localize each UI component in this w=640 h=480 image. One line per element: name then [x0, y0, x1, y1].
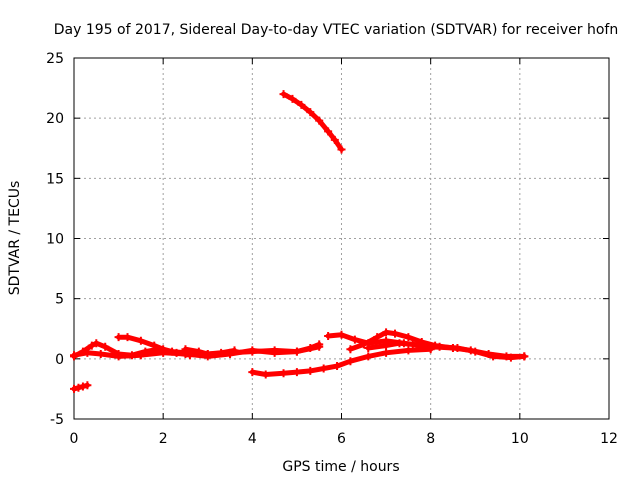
data-point	[364, 344, 373, 353]
data-point	[315, 340, 324, 349]
data-point	[359, 340, 368, 349]
data-point	[136, 336, 145, 345]
series-track-d	[181, 345, 239, 359]
data-point	[136, 351, 145, 360]
data-point	[279, 90, 288, 99]
data-point	[123, 333, 132, 342]
data-point	[217, 348, 226, 357]
data-point	[194, 347, 203, 356]
data-point	[337, 145, 346, 154]
data-point	[382, 328, 391, 337]
data-series	[70, 90, 529, 393]
series-track-c	[114, 333, 194, 360]
data-point	[502, 352, 511, 361]
data-point	[96, 350, 105, 359]
chart-title: Day 195 of 2017, Sidereal Day-to-day VTE…	[54, 22, 618, 38]
data-point	[159, 345, 168, 354]
x-tick-label: 10	[511, 431, 529, 447]
data-point	[404, 346, 413, 355]
data-point	[324, 127, 333, 136]
data-point	[373, 333, 382, 342]
data-point	[391, 329, 399, 338]
data-point	[319, 364, 328, 373]
series-track-h	[364, 339, 457, 353]
data-point	[350, 335, 359, 344]
data-point	[248, 346, 257, 355]
y-tick-label: -5	[50, 412, 64, 428]
y-tick-label: 0	[55, 352, 64, 368]
y-tick-label: 5	[55, 292, 64, 308]
data-point	[292, 368, 301, 377]
data-point	[101, 342, 110, 351]
data-point	[70, 351, 78, 360]
y-tick-label: 25	[46, 51, 64, 67]
data-point	[83, 348, 92, 357]
data-point	[364, 352, 373, 361]
data-point	[346, 345, 355, 354]
data-point	[484, 350, 493, 359]
x-tick-label: 8	[426, 431, 435, 447]
data-point	[306, 108, 315, 117]
y-tick-label: 20	[46, 111, 64, 127]
data-point	[230, 346, 239, 355]
data-point	[466, 346, 475, 355]
series-track-rising-arc	[279, 90, 346, 154]
data-point	[330, 135, 339, 144]
data-point	[333, 362, 342, 371]
data-point	[448, 344, 457, 353]
data-point	[203, 350, 212, 359]
data-point	[70, 384, 78, 393]
data-point	[382, 348, 391, 357]
data-point	[270, 348, 279, 357]
data-point	[181, 345, 190, 354]
axis-ticks	[73, 57, 610, 420]
data-point	[87, 341, 96, 350]
data-point	[288, 94, 297, 103]
x-tick-label: 0	[70, 431, 79, 447]
x-tick-label: 12	[600, 431, 618, 447]
data-point	[248, 368, 257, 377]
data-point	[382, 341, 391, 350]
y-tick-label: 15	[46, 171, 64, 187]
data-point	[337, 330, 346, 339]
data-point	[292, 347, 301, 356]
y-axis-label: SDTVAR / TECUs	[7, 181, 23, 296]
data-point	[83, 381, 92, 390]
y-tick-label: 10	[46, 232, 64, 248]
data-point	[520, 352, 529, 361]
y-tick-labels: -5 0 5 10 15 20 25	[46, 51, 64, 428]
data-point	[404, 333, 413, 342]
data-point	[114, 352, 123, 361]
data-point	[172, 348, 181, 357]
data-point	[346, 357, 355, 366]
x-tick-labels: 0 2 4 6 8 10 12	[70, 431, 618, 447]
data-point	[150, 341, 159, 350]
data-point	[297, 100, 306, 109]
data-point	[395, 339, 404, 348]
x-tick-label: 6	[337, 431, 346, 447]
series-track-early-low	[70, 381, 92, 393]
data-point	[279, 369, 288, 378]
data-point	[185, 351, 194, 360]
data-point	[74, 383, 83, 392]
data-point	[261, 370, 270, 379]
data-point	[92, 339, 101, 348]
x-tick-label: 2	[159, 431, 168, 447]
x-axis-label: GPS time / hours	[282, 459, 399, 475]
data-point	[306, 344, 315, 353]
x-tick-label: 4	[248, 431, 257, 447]
data-point	[426, 342, 435, 351]
data-point	[78, 382, 87, 391]
data-point	[114, 333, 123, 342]
data-point	[408, 340, 417, 349]
data-point	[324, 331, 333, 340]
data-point	[306, 366, 315, 375]
data-point	[315, 116, 324, 125]
